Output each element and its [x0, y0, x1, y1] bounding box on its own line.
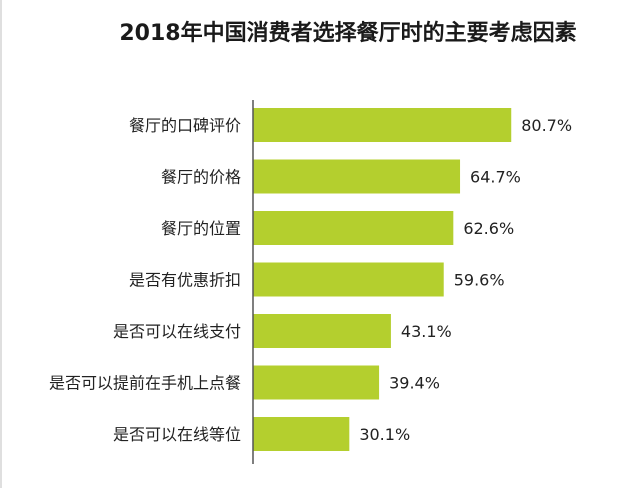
category-label: 是否可以在线等位: [113, 425, 241, 444]
category-labels-group: 餐厅的口碑评价餐厅的价格餐厅的位置是否有优惠折扣是否可以在线支付是否可以提前在手…: [49, 116, 241, 444]
category-label: 是否有优惠折扣: [129, 271, 241, 290]
bar: [253, 417, 350, 451]
value-label: 30.1%: [359, 425, 410, 444]
value-label: 59.6%: [454, 271, 505, 290]
category-label: 是否可以在线支付: [113, 322, 241, 341]
bar: [253, 159, 461, 194]
category-label: 餐厅的位置: [161, 219, 241, 238]
value-label: 43.1%: [401, 322, 452, 341]
bar: [253, 262, 444, 297]
value-label: 64.7%: [470, 168, 521, 187]
bars-group: [253, 108, 512, 451]
bar: [253, 211, 454, 245]
value-label: 39.4%: [389, 374, 440, 393]
category-label: 餐厅的价格: [161, 168, 241, 187]
value-label: 80.7%: [521, 116, 572, 135]
bar: [253, 314, 391, 348]
value-labels-group: 80.7% 64.7% 62.6% 59.6% 43.1% 39.4% 30.1%: [359, 116, 572, 444]
chart-title: 2018年中国消费者选择餐厅时的主要考虑因素: [119, 20, 576, 46]
value-label: 62.6%: [463, 219, 514, 238]
category-label: 餐厅的口碑评价: [129, 116, 241, 135]
bar: [253, 108, 512, 142]
category-label: 是否可以提前在手机上点餐: [49, 374, 241, 393]
bar: [253, 365, 380, 400]
